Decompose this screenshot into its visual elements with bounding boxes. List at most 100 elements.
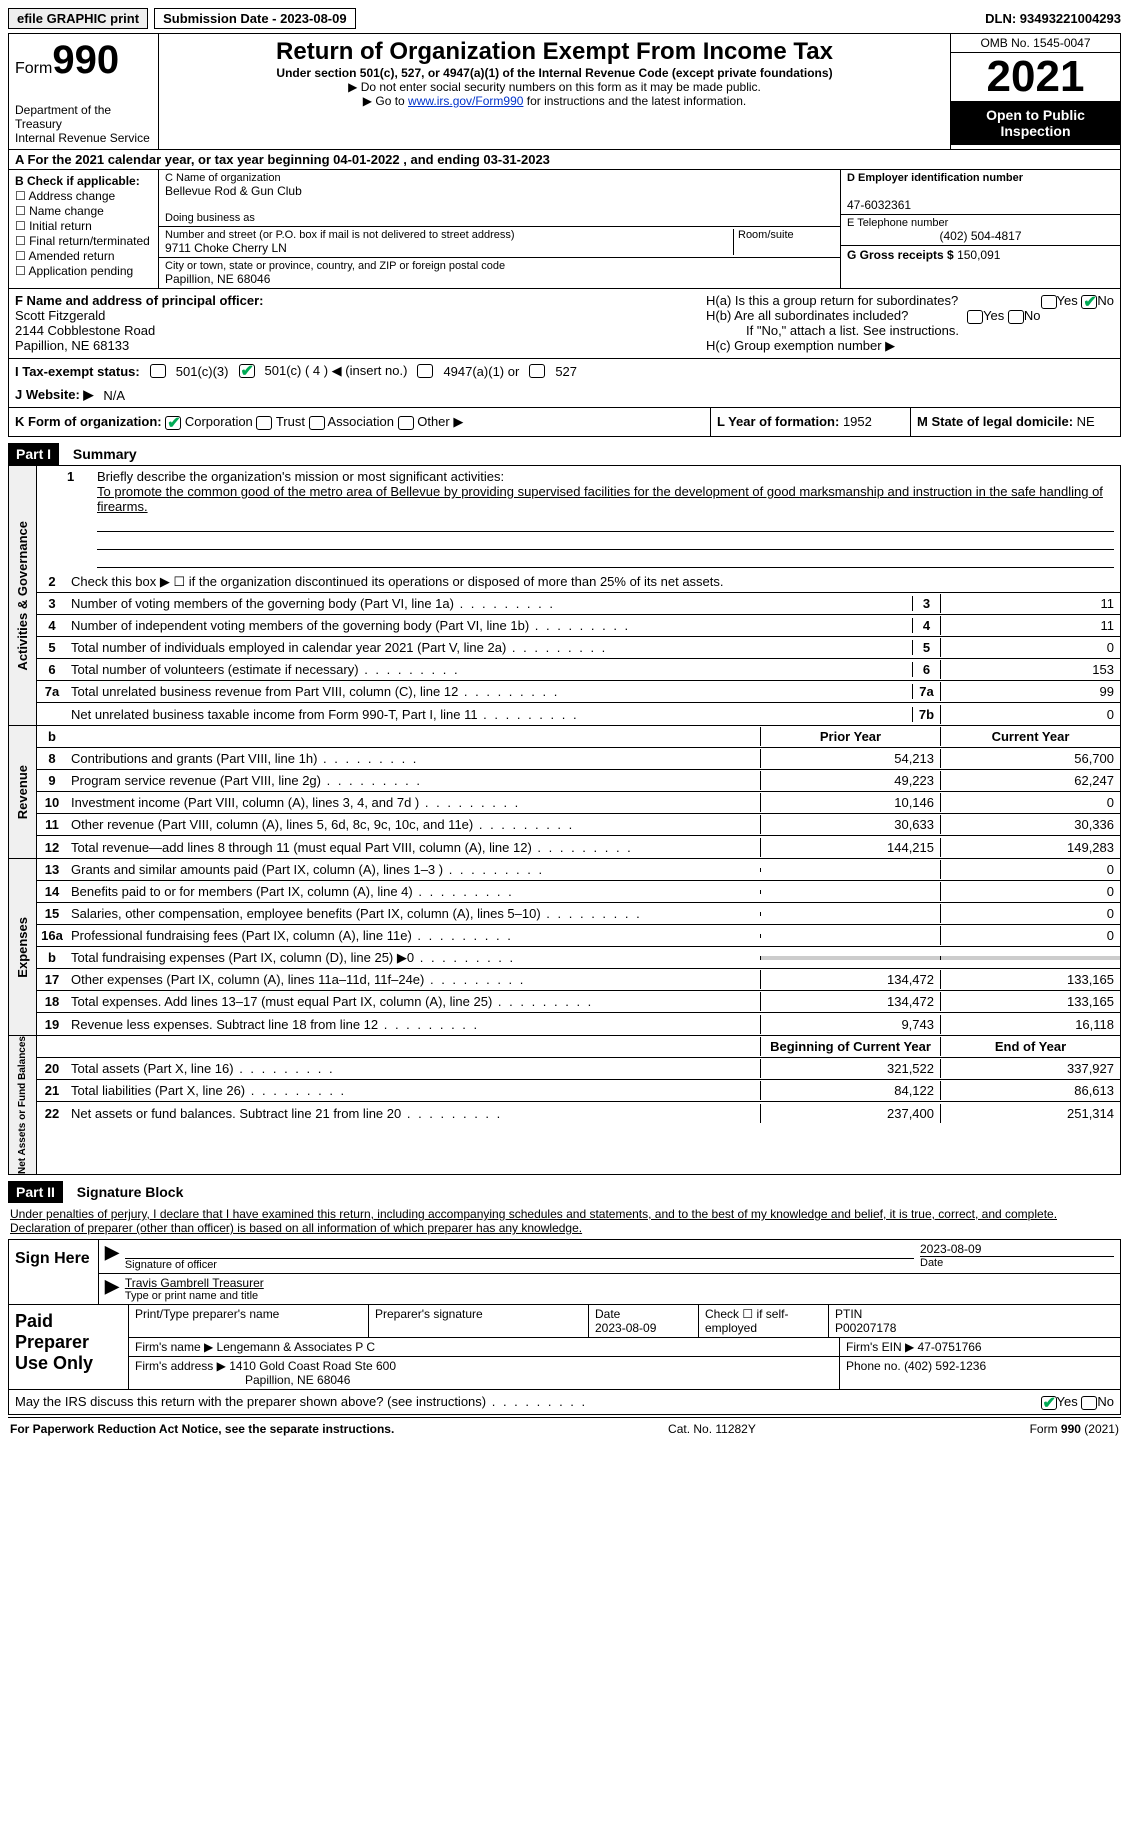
efile-button[interactable]: efile GRAPHIC print — [8, 8, 148, 29]
section-h: H(a) Is this a group return for subordin… — [700, 289, 1120, 358]
trust-label: Trust — [276, 414, 305, 429]
check-application-pending[interactable]: ☐ Application pending — [15, 264, 152, 278]
row-cn: 4 — [912, 618, 940, 633]
current-year-value: 0 — [940, 926, 1120, 945]
header-right: OMB No. 1545-0047 2021 Open to Public In… — [950, 34, 1120, 149]
arrow-icon: ▶ — [105, 1242, 119, 1271]
gross-cell: G Gross receipts $ 150,091 — [841, 246, 1120, 264]
trust-checkbox[interactable] — [256, 416, 272, 430]
tel-label: E Telephone number — [847, 217, 1114, 229]
row-num: 6 — [37, 662, 67, 677]
header-middle: Return of Organization Exempt From Incom… — [159, 34, 950, 149]
hdr-bcy: Beginning of Current Year — [760, 1037, 940, 1056]
discuss-no-checkbox[interactable] — [1081, 1396, 1097, 1410]
current-year-value: 86,613 — [940, 1081, 1120, 1100]
form-note2: ▶ Go to www.irs.gov/Form990 for instruct… — [167, 94, 942, 108]
arrow-icon: ▶ — [105, 1276, 119, 1302]
summary-row: 21 Total liabilities (Part X, line 26)84… — [37, 1080, 1120, 1102]
firm-name: Lengemann & Associates P C — [217, 1340, 376, 1354]
corp-checkbox[interactable] — [165, 416, 181, 430]
ein-cell: D Employer identification number 47-6032… — [841, 170, 1120, 215]
preparer-block: Paid Preparer Use Only Print/Type prepar… — [8, 1305, 1121, 1390]
row-num: b — [37, 950, 67, 965]
check-final-return[interactable]: ☐ Final return/terminated — [15, 234, 152, 248]
header-left: Form990 Department of the Treasury Inter… — [9, 34, 159, 149]
check-amended[interactable]: ☐ Amended return — [15, 249, 152, 263]
ha-yes-checkbox[interactable] — [1041, 295, 1057, 309]
gross-value: 150,091 — [957, 248, 1000, 262]
line-i-label: I Tax-exempt status: — [15, 364, 140, 379]
side-net-assets-label: Net Assets or Fund Balances — [17, 1036, 28, 1174]
501c3-checkbox[interactable] — [150, 364, 166, 378]
officer-addr2: Papillion, NE 68133 — [15, 338, 694, 353]
ha-row: H(a) Is this a group return for subordin… — [706, 293, 1114, 308]
website-value: N/A — [103, 388, 125, 403]
phone-value: (402) 592-1236 — [904, 1359, 986, 1373]
row-value: 11 — [940, 594, 1120, 613]
ein-value: 47-6032361 — [847, 198, 1114, 212]
yes-label: Yes — [1057, 293, 1078, 308]
summary-row: 8 Contributions and grants (Part VIII, l… — [37, 748, 1120, 770]
current-year-value: 133,165 — [940, 992, 1120, 1011]
hb-yes-checkbox[interactable] — [967, 310, 983, 324]
prior-year-value: 321,522 — [760, 1059, 940, 1078]
summary-row: 22 Net assets or fund balances. Subtract… — [37, 1102, 1120, 1124]
side-expenses: Expenses — [9, 859, 37, 1035]
current-year-value: 133,165 — [940, 970, 1120, 989]
ha-no-checkbox[interactable] — [1081, 295, 1097, 309]
yes-label: Yes — [983, 308, 1004, 323]
phone-label: Phone no. — [846, 1359, 901, 1373]
501c-checkbox[interactable] — [239, 364, 255, 378]
row-num: 11 — [37, 817, 67, 832]
summary-row: 18 Total expenses. Add lines 13–17 (must… — [37, 991, 1120, 1013]
other-checkbox[interactable] — [398, 416, 414, 430]
summary-row: 11 Other revenue (Part VIII, column (A),… — [37, 814, 1120, 836]
summary-row: 6 Total number of volunteers (estimate i… — [37, 659, 1120, 681]
net-assets-header: Beginning of Current Year End of Year — [37, 1036, 1120, 1058]
row-value: 11 — [940, 616, 1120, 635]
officer-addr1: 2144 Cobblestone Road — [15, 323, 694, 338]
summary-row: 14 Benefits paid to or for members (Part… — [37, 881, 1120, 903]
check-initial-return[interactable]: ☐ Initial return — [15, 219, 152, 233]
summary-row: 4 Number of independent voting members o… — [37, 615, 1120, 637]
row-text: Total unrelated business revenue from Pa… — [67, 682, 912, 701]
hb-no-checkbox[interactable] — [1008, 310, 1024, 324]
check-address-change[interactable]: ☐ Address change — [15, 189, 152, 203]
current-year-value: 56,700 — [940, 749, 1120, 768]
row-cn: 7b — [912, 707, 940, 722]
firm-phone-cell: Phone no. (402) 592-1236 — [840, 1357, 1120, 1389]
assoc-checkbox[interactable] — [309, 416, 325, 430]
527-checkbox[interactable] — [529, 364, 545, 378]
public-inspection: Open to Public Inspection — [951, 101, 1120, 145]
line-2: 2 Check this box ▶ ☐ if the organization… — [37, 571, 1120, 593]
summary-row: 19 Revenue less expenses. Subtract line … — [37, 1013, 1120, 1035]
hdr-prior-year: Prior Year — [760, 727, 940, 746]
4947-checkbox[interactable] — [417, 364, 433, 378]
preparer-right: Print/Type preparer's name Preparer's si… — [129, 1305, 1120, 1389]
mission-blank-line — [97, 550, 1114, 568]
part1-header: Part I — [8, 443, 59, 465]
dln-label: DLN: 93493221004293 — [985, 11, 1121, 26]
revenue-body: b Prior Year Current Year 8 Contribution… — [37, 726, 1120, 858]
row-text: Program service revenue (Part VIII, line… — [67, 771, 760, 790]
prior-year-value: 144,215 — [760, 838, 940, 857]
summary-row: 20 Total assets (Part X, line 16)321,522… — [37, 1058, 1120, 1080]
row-num: 18 — [37, 994, 67, 1009]
cell-gray — [940, 956, 1120, 960]
current-year-value: 0 — [940, 882, 1120, 901]
row-text: Other revenue (Part VIII, column (A), li… — [67, 815, 760, 834]
check-label: Application pending — [28, 264, 133, 278]
expenses-body: 13 Grants and similar amounts paid (Part… — [37, 859, 1120, 1035]
street-label: Number and street (or P.O. box if mail i… — [165, 229, 729, 241]
discuss-yes-checkbox[interactable] — [1041, 1396, 1057, 1410]
summary-row: 16a Professional fundraising fees (Part … — [37, 925, 1120, 947]
sig-date: 2023-08-09 — [920, 1242, 1114, 1256]
row-text: Total revenue—add lines 8 through 11 (mu… — [67, 838, 760, 857]
pra-notice: For Paperwork Reduction Act Notice, see … — [10, 1422, 394, 1436]
note2-pre: ▶ Go to — [363, 94, 408, 108]
irs-link[interactable]: www.irs.gov/Form990 — [408, 94, 523, 108]
prep-name-label: Print/Type preparer's name — [129, 1305, 369, 1337]
state-domicile: NE — [1077, 414, 1095, 429]
check-name-change[interactable]: ☐ Name change — [15, 204, 152, 218]
line-j: J Website: ▶ N/A — [8, 383, 1121, 408]
